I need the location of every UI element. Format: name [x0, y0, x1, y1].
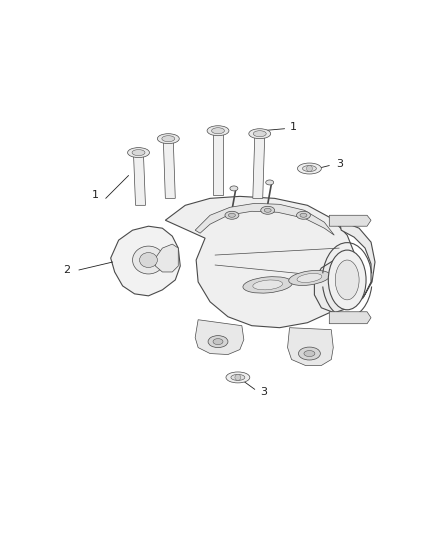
Ellipse shape: [133, 246, 164, 274]
Ellipse shape: [297, 163, 321, 174]
Circle shape: [235, 375, 241, 381]
Ellipse shape: [300, 213, 307, 217]
Polygon shape: [134, 155, 145, 205]
Ellipse shape: [249, 129, 271, 139]
Ellipse shape: [264, 208, 271, 212]
Text: 3: 3: [260, 387, 267, 397]
Ellipse shape: [208, 336, 228, 348]
Polygon shape: [195, 203, 334, 235]
Ellipse shape: [304, 351, 315, 357]
Text: 1: 1: [290, 122, 297, 132]
Ellipse shape: [207, 126, 229, 136]
Circle shape: [307, 166, 312, 172]
Ellipse shape: [212, 128, 224, 134]
Ellipse shape: [127, 148, 149, 158]
Ellipse shape: [229, 213, 235, 217]
Ellipse shape: [335, 260, 359, 300]
Polygon shape: [195, 320, 244, 354]
Ellipse shape: [266, 180, 274, 185]
Ellipse shape: [297, 273, 322, 282]
Polygon shape: [253, 136, 265, 198]
Polygon shape: [165, 196, 355, 328]
Ellipse shape: [213, 338, 223, 345]
Ellipse shape: [230, 186, 238, 191]
Polygon shape: [163, 141, 175, 198]
Polygon shape: [314, 220, 375, 313]
Ellipse shape: [132, 150, 145, 156]
Polygon shape: [288, 328, 333, 366]
Polygon shape: [111, 226, 180, 296]
Ellipse shape: [243, 277, 293, 293]
Ellipse shape: [328, 250, 366, 310]
Ellipse shape: [297, 211, 311, 219]
Text: 1: 1: [92, 190, 99, 200]
Text: 3: 3: [336, 158, 343, 168]
Ellipse shape: [253, 131, 266, 136]
Ellipse shape: [226, 372, 250, 383]
Text: 2: 2: [64, 265, 71, 275]
Polygon shape: [155, 244, 178, 272]
Ellipse shape: [253, 280, 283, 290]
Ellipse shape: [231, 375, 245, 381]
Ellipse shape: [298, 347, 320, 360]
Polygon shape: [329, 312, 371, 324]
Ellipse shape: [261, 206, 275, 214]
Polygon shape: [213, 133, 223, 196]
Ellipse shape: [140, 253, 157, 268]
Ellipse shape: [157, 134, 179, 144]
Polygon shape: [329, 215, 371, 226]
Ellipse shape: [303, 166, 316, 172]
Ellipse shape: [225, 211, 239, 219]
Ellipse shape: [289, 270, 330, 286]
Ellipse shape: [162, 136, 175, 142]
